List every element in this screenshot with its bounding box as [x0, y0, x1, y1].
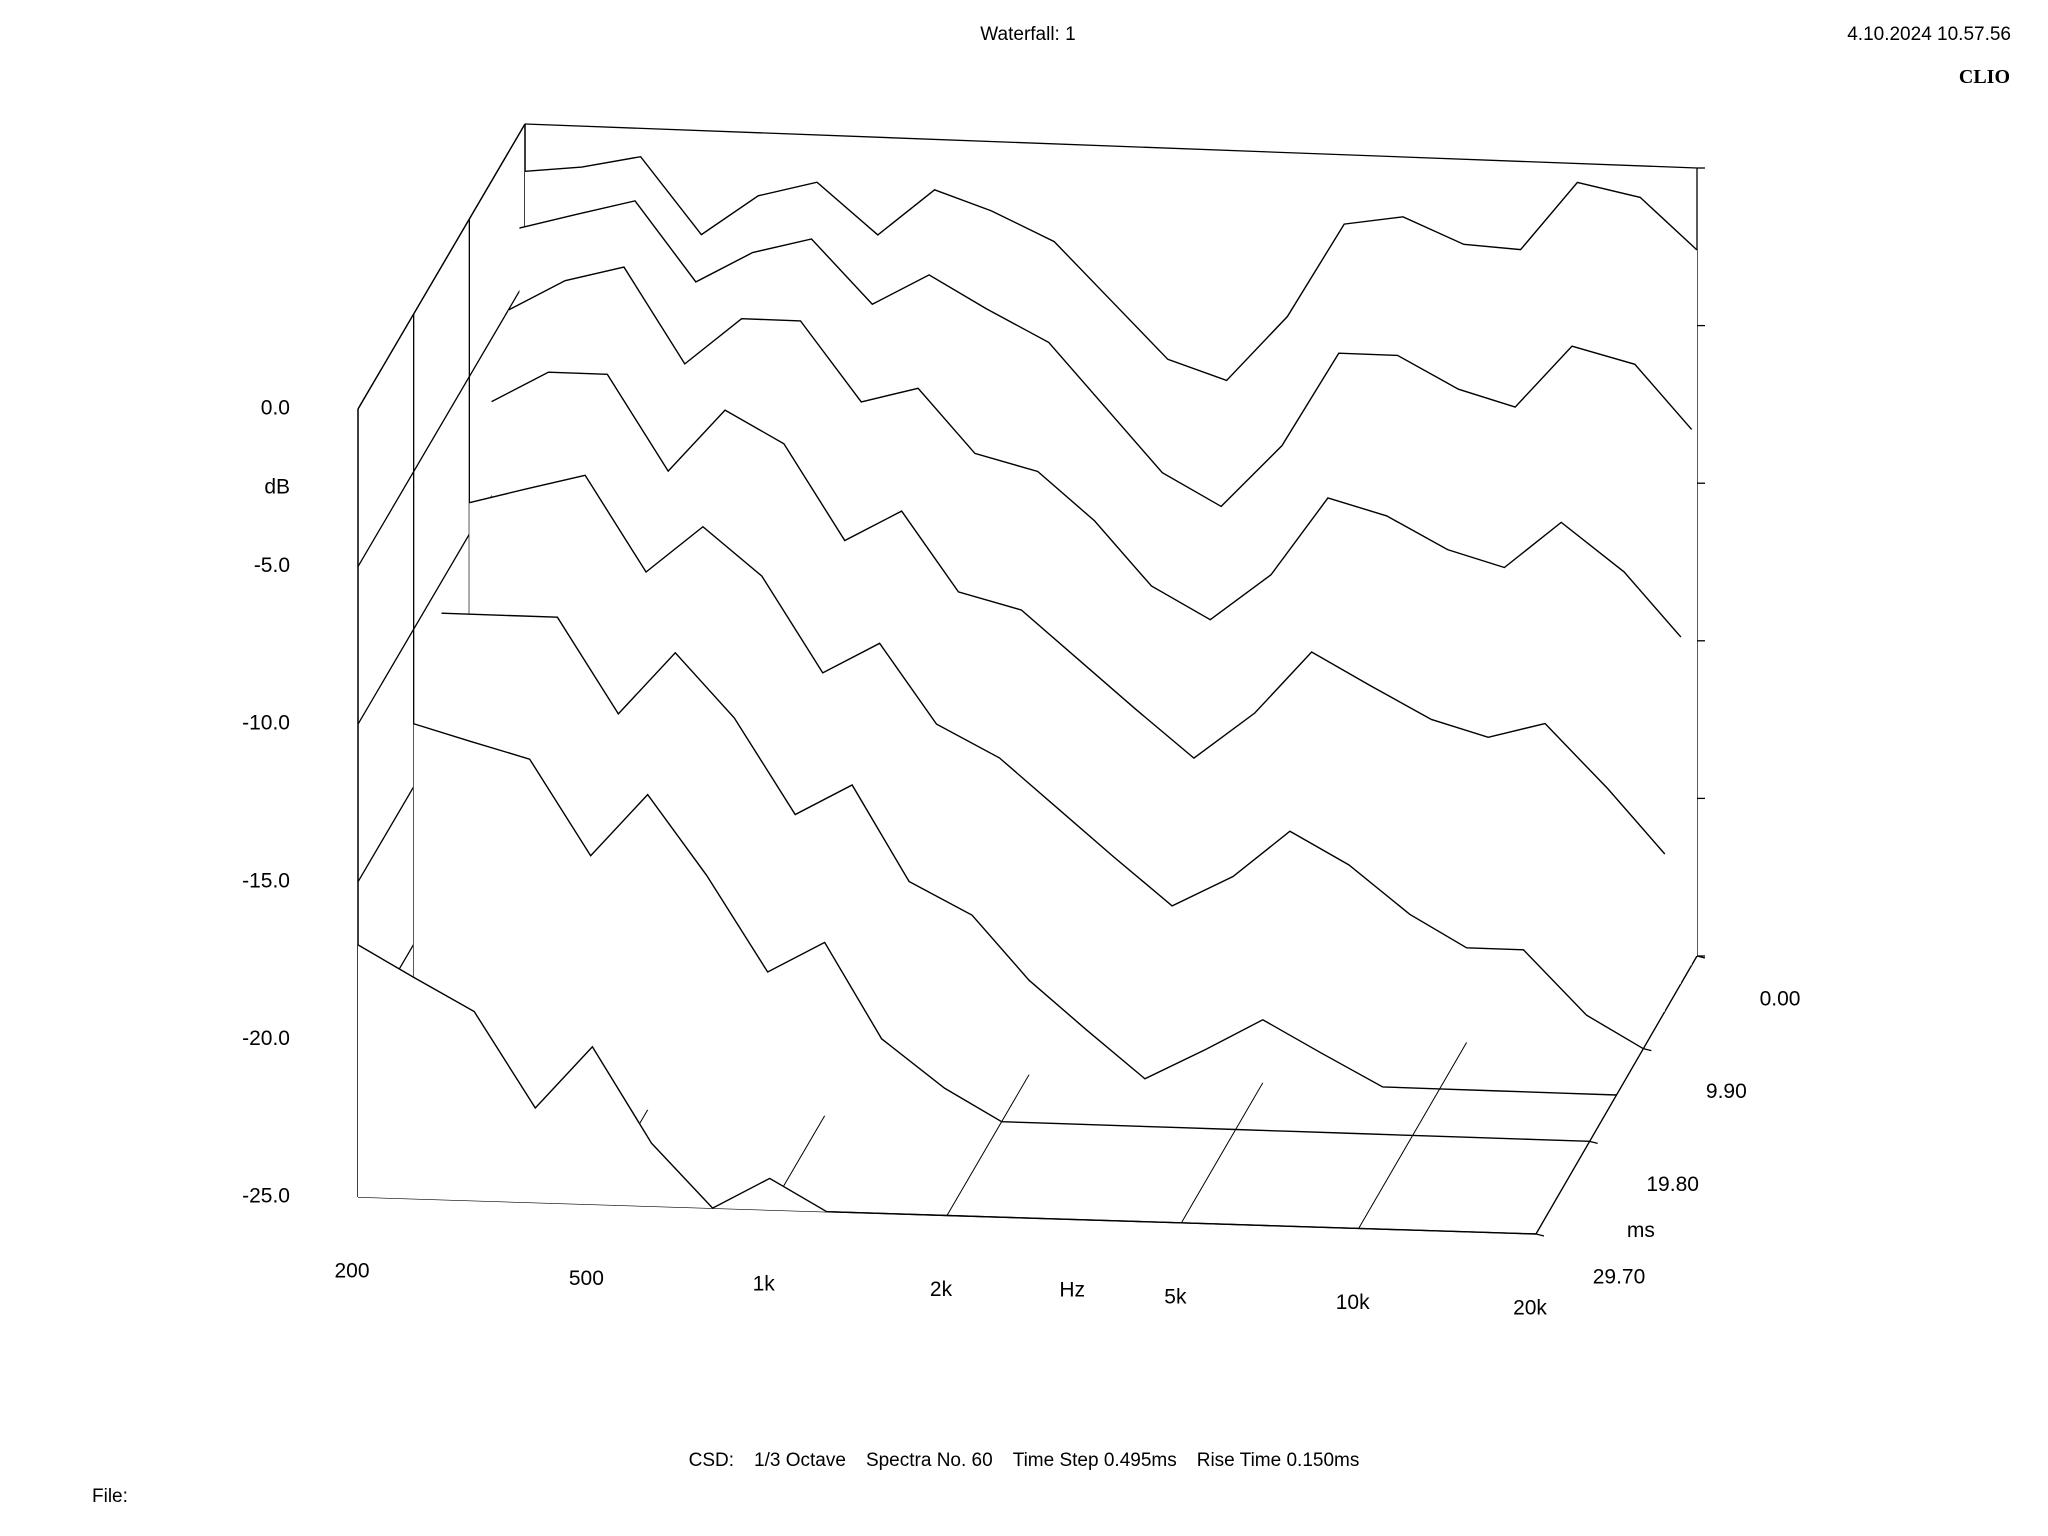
- date: 4.10.2024 10.57.56: [1847, 24, 2011, 45]
- spectrum-line: [524, 155, 1698, 382]
- y-tick-label: -10.0: [242, 712, 290, 735]
- z-tick-label: 9.90: [1706, 1080, 1747, 1103]
- z-tick-label: 29.70: [1593, 1266, 1646, 1289]
- y-axis-label: dB: [264, 475, 290, 498]
- y-tick-label: -20.0: [242, 1027, 290, 1050]
- y-tick-label: -5.0: [254, 554, 290, 577]
- footer-item: Time Step 0.495ms: [1012, 1450, 1177, 1471]
- x-tick-label: 500: [569, 1267, 604, 1290]
- spectrum-line: [413, 723, 1590, 1143]
- brand: CLIO: [1958, 66, 2010, 88]
- slice-fill: [358, 944, 1536, 1234]
- footer-item: 1/3 Octave: [754, 1450, 846, 1471]
- x-tick-label: 20k: [1513, 1297, 1547, 1320]
- tick-mark: [1643, 1048, 1652, 1052]
- slice-fill: [413, 723, 1590, 1142]
- z-tick-label: 19.80: [1646, 1173, 1699, 1196]
- footer: CSD: 1/3 Octave Spectra No. 60 Time Step 0.…: [0, 1450, 2048, 1472]
- x-tick-label: 1k: [753, 1272, 776, 1295]
- tick-mark: [1589, 1140, 1598, 1144]
- tick-mark: [1696, 955, 1706, 959]
- x-tick-label: 10k: [1336, 1291, 1370, 1314]
- grid-line: [357, 281, 526, 567]
- title: Waterfall: 1: [980, 24, 1076, 45]
- x-axis-label: Hz: [1059, 1279, 1085, 1302]
- spectrum-line: [469, 474, 1644, 1050]
- tick-mark: [1535, 1233, 1545, 1237]
- z-axis-label: ms: [1627, 1219, 1655, 1242]
- grid-line: [357, 123, 526, 410]
- spectrum-line: [519, 200, 1693, 508]
- x-tick-label: 2k: [930, 1278, 953, 1301]
- footer-item: Rise Time 0.150ms: [1196, 1450, 1360, 1471]
- spectrum-line: [507, 266, 1682, 638]
- y-tick-label: 0.0: [261, 397, 290, 420]
- y-tick-label: -25.0: [242, 1185, 290, 1208]
- spectrum-line: [357, 944, 1537, 1235]
- axis-line: [524, 123, 1698, 169]
- x-tick-label: 5k: [1164, 1285, 1187, 1308]
- file-label: File:: [92, 1486, 128, 1507]
- footer-item: Spectra No. 60: [865, 1450, 993, 1471]
- spectrum-line: [491, 371, 1666, 855]
- z-tick-label: 0.00: [1760, 988, 1801, 1011]
- spectrum-line: [441, 612, 1617, 1096]
- footer-item: CSD:: [688, 1450, 735, 1471]
- y-tick-label: -15.0: [242, 869, 290, 892]
- x-tick-label: 200: [334, 1260, 369, 1283]
